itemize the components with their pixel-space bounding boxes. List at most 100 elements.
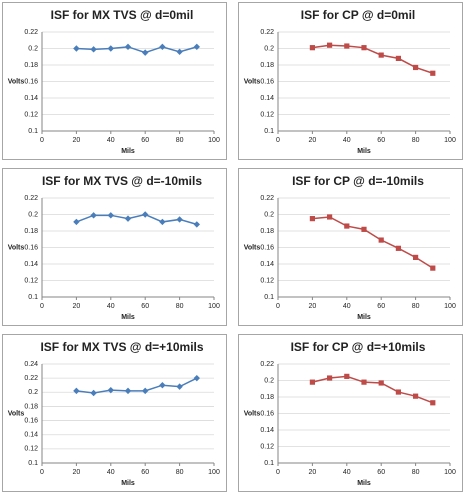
y-tick-label: 0.16 [260, 410, 274, 417]
x-tick-label: 20 [73, 469, 81, 476]
y-tick-label: 0.1 [28, 460, 38, 467]
y-tick-label: 0.18 [24, 62, 38, 69]
data-point [176, 48, 183, 55]
data-point [395, 245, 401, 251]
x-tick-label: 60 [141, 137, 149, 144]
data-point [124, 387, 132, 395]
x-tick-label: 20 [73, 137, 81, 144]
x-tick-label: 100 [444, 303, 456, 310]
y-tick-label: 0.1 [28, 128, 38, 135]
data-point [107, 386, 114, 394]
y-tick-label: 0.1 [264, 460, 274, 467]
x-tick-label: 100 [444, 137, 456, 144]
y-tick-label: 0.16 [260, 78, 274, 85]
x-axis-title: Mils [121, 148, 135, 155]
chart-title: ISF for MX TVS @ d=0mil [51, 8, 194, 22]
y-axis-title: Volts [8, 244, 25, 251]
x-tick-label: 40 [343, 137, 351, 144]
y-tick-label: 0.2 [28, 45, 38, 52]
x-tick-label: 40 [107, 303, 115, 310]
panel-border [238, 2, 463, 160]
data-point [344, 373, 350, 379]
y-tick-label: 0.22 [260, 361, 274, 368]
y-tick-label: 0.2 [28, 211, 38, 218]
data-point [309, 45, 315, 51]
data-point [142, 387, 149, 395]
y-axis-title: Volts [244, 244, 261, 251]
data-point [378, 52, 384, 58]
data-point [73, 45, 80, 52]
chart-title: ISF for MX TVS @ d=+10mils [40, 340, 203, 354]
y-tick-label: 0.14 [260, 261, 274, 268]
data-point [430, 70, 436, 76]
x-tick-label: 100 [208, 469, 220, 476]
panel-border [238, 334, 463, 492]
data-point [73, 387, 80, 395]
data-point [361, 45, 367, 51]
data-line [312, 375, 434, 404]
x-axis-title: Mils [121, 480, 135, 487]
data-point [430, 400, 436, 406]
data-line [312, 216, 434, 269]
data-point [73, 218, 80, 226]
data-point [413, 254, 419, 260]
y-tick-label: 0.22 [24, 29, 38, 36]
x-tick-label: 0 [40, 469, 44, 476]
data-point [142, 211, 149, 218]
data-point [395, 55, 401, 61]
data-point [344, 43, 350, 49]
data-point [193, 43, 200, 51]
data-point [430, 265, 436, 271]
panel-border [2, 2, 227, 160]
data-point [124, 43, 132, 51]
y-tick-label: 0.18 [24, 403, 38, 410]
data-point [309, 216, 315, 222]
x-tick-label: 20 [73, 303, 81, 310]
y-axis-title: Volts [244, 410, 261, 417]
x-tick-label: 80 [412, 137, 420, 144]
y-tick-label: 0.22 [260, 195, 274, 202]
x-tick-label: 40 [343, 303, 351, 310]
y-tick-label: 0.16 [24, 244, 38, 251]
y-tick-label: 0.16 [260, 244, 274, 251]
x-axis-title: Mils [357, 480, 371, 487]
y-tick-label: 0.12 [260, 277, 274, 284]
y-axis-title: Volts [8, 78, 25, 85]
x-tick-label: 20 [309, 303, 317, 310]
data-point [327, 214, 333, 220]
data-point [361, 379, 367, 385]
x-tick-label: 60 [377, 137, 385, 144]
chart-panel: ISF for CP @ d=-10mils 0.1 0.12 0.14 0.16 0.1… [238, 168, 463, 326]
y-tick-label: 0.14 [24, 95, 38, 102]
data-point [90, 212, 97, 219]
x-tick-label: 0 [276, 303, 280, 310]
y-tick-label: 0.2 [264, 45, 274, 52]
data-point [344, 223, 350, 229]
y-tick-label: 0.2 [264, 211, 274, 218]
data-point [159, 43, 166, 51]
x-tick-label: 40 [343, 469, 351, 476]
chart-panel: ISF for MX TVS @ d=0mil 0.1 0.12 0.14 0.16 0.… [2, 2, 227, 160]
y-tick-label: 0.18 [260, 394, 274, 401]
y-tick-label: 0.1 [28, 294, 38, 301]
data-point [327, 42, 333, 48]
chart-title: ISF for CP @ d=+10mils [291, 340, 426, 354]
y-tick-label: 0.18 [260, 228, 274, 235]
x-tick-label: 80 [412, 469, 420, 476]
panel-border [2, 334, 227, 492]
y-tick-label: 0.12 [24, 111, 38, 118]
data-point [90, 389, 97, 397]
panel-border [2, 168, 227, 326]
x-tick-label: 60 [377, 303, 385, 310]
data-point [378, 380, 384, 386]
data-point [124, 215, 132, 222]
y-tick-label: 0.1 [264, 128, 274, 135]
y-axis-title: Volts [244, 78, 261, 85]
y-tick-label: 0.24 [24, 361, 38, 368]
x-tick-label: 0 [40, 137, 44, 144]
x-tick-label: 100 [444, 469, 456, 476]
data-point [395, 389, 401, 395]
chart-panel: ISF for CP @ d=0mil 0.1 0.12 0.14 0.16 0.18 0.… [238, 2, 463, 160]
data-point [90, 46, 97, 53]
